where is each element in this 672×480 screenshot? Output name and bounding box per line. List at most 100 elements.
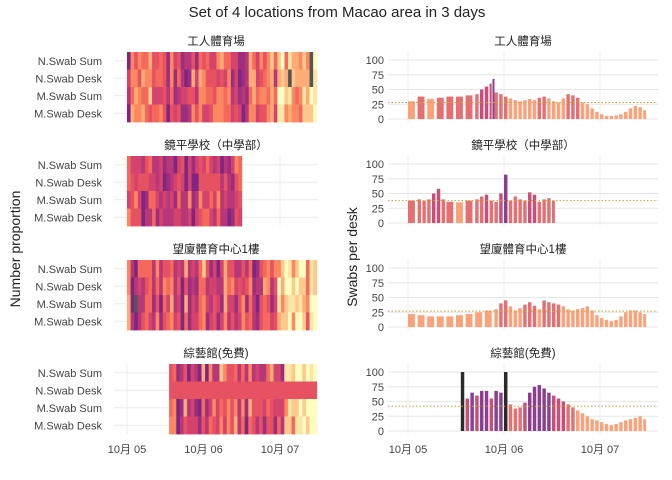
heatmap-cell — [220, 69, 225, 88]
heatmap-cell — [148, 52, 153, 70]
heatmap-cell — [187, 277, 192, 296]
heatmap-cell — [215, 381, 220, 400]
bar — [408, 200, 415, 223]
heatmap-cell — [169, 381, 174, 400]
heatmap-cell — [233, 364, 238, 382]
heatmap-cell — [251, 399, 256, 417]
heatmap-cell — [230, 191, 235, 209]
heatmap-cell — [184, 191, 189, 209]
heatmap-cell — [259, 364, 264, 382]
heatmap-cell — [144, 52, 149, 70]
bar — [528, 98, 532, 119]
bar — [436, 316, 444, 327]
heatmap-cell — [223, 69, 228, 88]
heatmap-cell — [209, 277, 214, 296]
heatmap-cell — [273, 416, 278, 435]
bar — [427, 199, 431, 223]
heatmap-cell — [162, 208, 167, 227]
heatmap-cell — [280, 87, 285, 105]
row-label: N.Swab Sum — [38, 160, 102, 172]
heatmap-cell — [180, 52, 185, 70]
chart-title: Set of 4 locations from Macao area in 3 … — [189, 4, 486, 21]
heatmap-cell — [162, 87, 167, 105]
heatmap-cell — [295, 364, 300, 382]
heatmap-cell — [226, 381, 231, 400]
heatmap-cell — [251, 364, 256, 382]
heatmap-cell — [166, 69, 171, 88]
heatmap-cell — [180, 312, 185, 331]
heatmap-cell — [309, 416, 314, 435]
bar-panel: 工人體育場 0 25 50 75 100 — [366, 34, 658, 126]
heatmap-cell — [134, 191, 139, 209]
heatmap-panels: 工人體育場 N.Swab Sum N.Swab Desk M.Swab Sum M.Sw… — [34, 34, 318, 456]
bar — [609, 425, 614, 431]
row-label: M.Swab Desk — [34, 316, 102, 328]
heatmap-cell — [162, 52, 167, 70]
heatmap-cell — [184, 156, 189, 174]
heatmap-cell — [284, 312, 289, 331]
heatmap-cell — [195, 173, 200, 192]
heatmap-cell — [309, 52, 314, 70]
heatmap-cell — [262, 364, 267, 382]
heatmap-cell — [298, 260, 303, 278]
heatmap-cell — [227, 191, 232, 209]
heatmap-cell — [190, 364, 195, 382]
heatmap-cell — [152, 104, 157, 123]
heatmap-cell — [309, 69, 314, 88]
heatmap-cell — [241, 399, 246, 417]
heatmap-cell — [184, 260, 189, 278]
heatmap-cell — [162, 260, 167, 278]
heatmap-cell — [298, 399, 303, 417]
heatmap-cell — [205, 52, 210, 70]
heatmap-cell — [170, 191, 175, 209]
bar — [547, 392, 551, 431]
heatmap-cell — [209, 173, 214, 192]
bar — [537, 97, 542, 119]
heatmap-cell — [144, 87, 149, 105]
heatmap-cell — [191, 312, 196, 331]
bar — [571, 310, 575, 327]
heatmap-cell — [230, 208, 235, 227]
heatmap-cell — [184, 173, 189, 192]
heatmap-cell — [130, 156, 135, 174]
heatmap-cell — [255, 399, 260, 417]
heatmap-cell — [134, 52, 139, 70]
heatmap-cell — [208, 416, 213, 435]
heatmap-cell — [280, 52, 285, 70]
heatmap-cell — [216, 277, 221, 296]
heatmap-cell — [241, 52, 246, 70]
heatmap-cell — [248, 416, 253, 435]
heatmap-cell — [137, 69, 142, 88]
bar-panel: 鏡平學校（中學部） 0 25 50 75 100 — [366, 138, 658, 230]
heatmap-cell — [205, 312, 210, 331]
heatmap-cell — [263, 277, 268, 296]
bar — [585, 104, 590, 119]
heatmap-cell — [205, 208, 210, 227]
heatmap-cell — [302, 52, 307, 70]
heatmap-cell — [205, 104, 210, 123]
heatmap-cell — [270, 87, 275, 105]
heatmap-cell — [280, 295, 285, 313]
bar — [504, 300, 508, 327]
heatmap-cell — [230, 277, 235, 296]
bar — [417, 199, 422, 223]
bar — [604, 116, 609, 119]
heatmap-cell — [280, 312, 285, 331]
heatmap-cell — [162, 156, 167, 174]
heatmap-cell — [309, 277, 314, 296]
heatmap-cell — [262, 399, 267, 417]
heatmap-cell — [309, 399, 314, 417]
heatmap-cell — [309, 364, 314, 382]
heatmap-cell — [141, 277, 146, 296]
bar — [513, 310, 518, 327]
heatmap-cell — [195, 208, 200, 227]
heatmap-cell — [234, 295, 239, 313]
heatmap-cell — [305, 399, 310, 417]
heatmap-cell — [134, 295, 139, 313]
bar — [456, 315, 463, 327]
bar — [518, 407, 522, 431]
heatmap-cell — [184, 69, 189, 88]
heatmap-cell — [252, 104, 257, 123]
panel-strip-label: 綜藝館(免費) — [183, 346, 248, 360]
heatmap-cell — [302, 416, 307, 435]
